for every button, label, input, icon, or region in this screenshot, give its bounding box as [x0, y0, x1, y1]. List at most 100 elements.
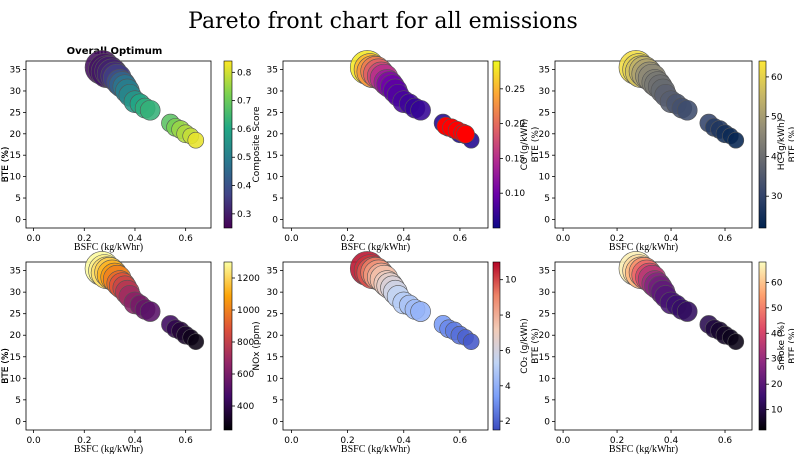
x-axis-label: BSFC (kg/kWhr): [609, 242, 678, 253]
y-tick-label: 15: [539, 353, 550, 363]
x-tick-label: 0.4: [664, 436, 679, 446]
colorbar-tick-label: 0.8: [237, 68, 252, 78]
y-tick-label: 5: [544, 194, 550, 204]
y-tick-label: 15: [10, 353, 21, 363]
y-tick-label: 35: [10, 66, 21, 76]
data-point: [727, 333, 745, 350]
chart-panel-1: 0.0 0.2 0.4 0.6 0 5 10 15 20 25 30 35 BSFC (kg/kWhr)…: [1, 46, 262, 253]
secondary-y-label: BTE (%): [788, 127, 794, 163]
y-tick-label: 15: [10, 151, 21, 161]
y-tick-label: 5: [272, 396, 278, 406]
y-tick-label: 20: [267, 130, 279, 140]
data-point: [139, 99, 161, 121]
y-tick-label: 35: [10, 267, 21, 277]
y-tick-label: 30: [267, 87, 279, 97]
secondary-y-label: BTE (%): [788, 328, 794, 364]
colorbar-tick-label: 20: [771, 380, 783, 390]
x-tick-label: 0.4: [128, 436, 143, 446]
colorbar-tick-label: 8: [505, 311, 511, 321]
colorbar: [223, 60, 233, 229]
y-axis-label: BTE (%): [1, 147, 11, 183]
y-tick-label: 10: [539, 374, 551, 384]
y-tick-label: 10: [539, 173, 551, 183]
x-axis-label: BSFC (kg/kWhr): [341, 444, 410, 454]
y-tick-label: 0: [544, 417, 550, 427]
y-axis-label: BTE (%): [1, 348, 11, 384]
x-tick-label: 0.4: [128, 234, 143, 244]
y-axis-label: BTE (%): [1, 348, 11, 384]
colorbar-tick-label: 4: [505, 382, 511, 392]
secondary-y-label: BTE (%): [531, 328, 541, 364]
y-tick-label: 10: [10, 173, 22, 183]
x-tick-label: 0.2: [610, 436, 624, 446]
y-tick-label: 35: [267, 66, 278, 76]
data-point: [676, 99, 698, 121]
colorbar-tick-label: 40: [771, 152, 783, 162]
y-tick-label: 0: [544, 215, 550, 225]
y-tick-label: 0: [15, 417, 21, 427]
y-tick-label: 25: [539, 310, 550, 320]
data-point: [139, 301, 161, 322]
colorbar-tick-label: 1000: [237, 306, 260, 316]
x-tick-label: 0.4: [397, 436, 412, 446]
colorbar-tick-label: 6: [505, 346, 511, 356]
y-tick-label: 5: [15, 194, 21, 204]
x-tick-label: 0.6: [718, 436, 733, 446]
colorbar-tick-label: 10: [771, 406, 783, 416]
colorbar-tick-label: 0.3: [237, 210, 251, 220]
x-tick-label: 0.0: [26, 234, 41, 244]
x-tick-label: 0.0: [556, 234, 571, 244]
colorbar-tick-label: 2: [505, 417, 511, 427]
y-tick-label: 20: [539, 130, 551, 140]
colorbar-tick-label: 800: [237, 338, 254, 348]
y-tick-label: 0: [272, 215, 278, 225]
y-tick-label: 20: [10, 331, 22, 341]
colorbar-tick-label: 0.10: [505, 189, 525, 199]
x-tick-label: 0.6: [178, 234, 193, 244]
x-tick-label: 0.2: [77, 436, 91, 446]
data-point: [187, 131, 205, 149]
colorbar-tick-label: 0.4: [237, 182, 252, 192]
secondary-y-label: BTE (%): [531, 127, 541, 163]
y-tick-label: 10: [267, 173, 279, 183]
y-tick-label: 15: [267, 353, 278, 363]
y-tick-label: 15: [267, 151, 278, 161]
data-point: [676, 301, 698, 322]
y-tick-label: 25: [10, 108, 21, 118]
colorbar-tick-label: 0.7: [237, 97, 251, 107]
y-tick-label: 15: [539, 151, 550, 161]
chart-panel-4: 0.0 0.2 0.4 0.6 0 5 10 15 20 25 30 35 BSFC (kg/kWhr)…: [1, 251, 262, 454]
colorbar-tick-label: 0.6: [237, 125, 252, 135]
chart-panel-2: 0.0 0.2 0.4 0.6 0 5 10 15 20 25 30 35 BSFC (kg/kWhr)…: [1, 50, 541, 253]
colorbar: [492, 60, 501, 229]
y-tick-label: 35: [539, 267, 550, 277]
colorbar-tick-label: 400: [237, 402, 254, 412]
y-tick-label: 30: [539, 87, 551, 97]
y-tick-label: 10: [10, 374, 22, 384]
x-tick-label: 0.0: [556, 436, 571, 446]
y-axis-label: BTE (%): [1, 147, 11, 183]
colorbar-tick-label: 1200: [237, 274, 260, 284]
y-tick-label: 5: [272, 194, 278, 204]
y-tick-label: 35: [267, 267, 278, 277]
colorbar-tick-label: 60: [771, 278, 783, 288]
y-tick-label: 20: [539, 331, 551, 341]
x-tick-label: 0.6: [178, 436, 193, 446]
y-tick-label: 25: [539, 108, 550, 118]
data-point: [410, 99, 431, 121]
y-tick-label: 30: [539, 288, 551, 298]
x-axis-label: BSFC (kg/kWhr): [74, 242, 143, 253]
y-tick-label: 20: [10, 130, 22, 140]
highlighted-point: [456, 124, 475, 144]
x-tick-label: 0.6: [718, 234, 733, 244]
colorbar: [758, 60, 767, 229]
y-tick-label: 20: [267, 331, 279, 341]
colorbar-tick-label: 50: [771, 304, 783, 314]
colorbar-tick-label: 30: [771, 355, 783, 365]
y-tick-label: 0: [15, 215, 21, 225]
colorbar-label: NOx (ppm): [252, 321, 262, 370]
x-tick-label: 0.0: [284, 436, 299, 446]
x-axis-label: BSFC (kg/kWhr): [341, 242, 410, 253]
